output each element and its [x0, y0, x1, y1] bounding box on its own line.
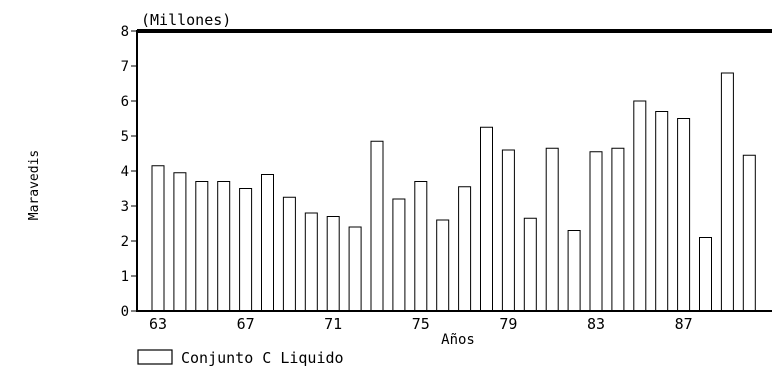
unit-label: (Millones): [141, 11, 231, 29]
bar-73: [370, 140, 384, 312]
bar-63: [151, 165, 165, 312]
x-axis-ticks: 63 67 71 75 79 83 87: [149, 315, 693, 333]
x-tick-label: 83: [587, 315, 605, 333]
y-tick-label: 1: [121, 269, 129, 285]
x-tick-label: 63: [149, 315, 167, 333]
bar-82: [567, 230, 581, 312]
y-tick-label: 7: [121, 59, 129, 75]
bar-84: [611, 147, 625, 312]
x-tick-label: 75: [412, 315, 430, 333]
y-tick-label: 4: [121, 164, 129, 180]
bar-87: [677, 118, 691, 312]
bar-85: [633, 100, 647, 312]
x-tick-label: 79: [499, 315, 517, 333]
bar-77: [458, 186, 472, 312]
bar-64: [173, 172, 187, 312]
bar-65: [195, 181, 209, 312]
bar-81: [545, 147, 559, 312]
bar-83: [589, 151, 603, 312]
bar-76: [436, 219, 450, 312]
x-tick-label: 87: [675, 315, 693, 333]
bar-72: [348, 226, 362, 312]
bar-89: [720, 72, 734, 312]
y-tick-label: 6: [121, 94, 129, 110]
bar-71: [326, 216, 340, 312]
plot-frame: [136, 30, 772, 312]
y-tick-label: 3: [121, 199, 129, 215]
bar-68: [261, 174, 274, 312]
bars: [151, 72, 756, 312]
legend-label: Conjunto C Liquido: [181, 349, 344, 367]
bar-74: [392, 198, 406, 312]
y-axis-ticks: 0 1 2 3 4 5 6 7 8: [121, 24, 137, 320]
x-tick-label: 67: [237, 315, 255, 333]
legend-swatch: [137, 349, 173, 365]
bar-69: [282, 196, 296, 312]
bar-80: [523, 217, 537, 312]
bar-66: [217, 181, 231, 312]
y-axis-label: Maravedis: [27, 150, 42, 220]
bar-86: [655, 111, 669, 312]
legend: Conjunto C Liquido: [137, 349, 344, 367]
bar-75: [414, 181, 428, 312]
bar-78: [480, 126, 493, 312]
bar-88: [699, 237, 712, 312]
bar-79: [501, 149, 515, 312]
bar-67: [239, 188, 253, 312]
x-axis-label: Años: [441, 332, 475, 348]
x-tick-label: 71: [324, 315, 342, 333]
y-tick-label: 5: [121, 129, 129, 145]
y-tick-label: 8: [121, 24, 129, 40]
bar-90: [742, 154, 756, 312]
bar-70: [304, 212, 318, 312]
y-tick-label: 0: [121, 304, 129, 320]
y-tick-label: 2: [121, 234, 129, 250]
